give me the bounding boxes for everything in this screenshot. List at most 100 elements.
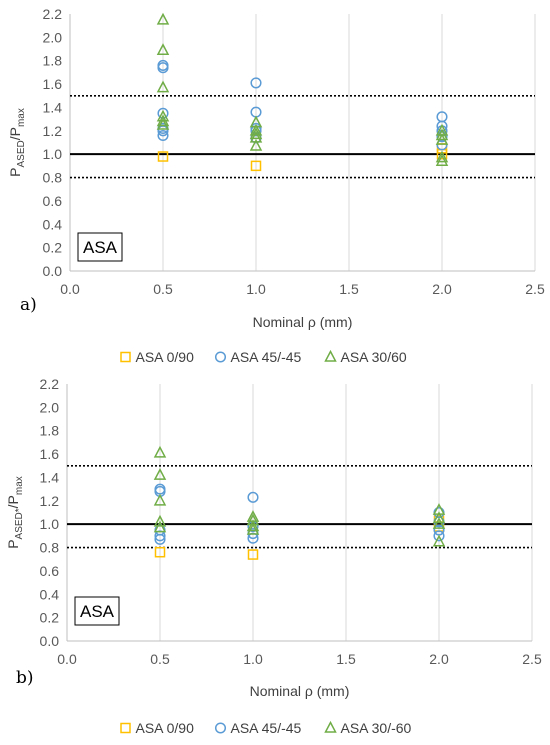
y-axis-title-part: P xyxy=(7,168,23,177)
series-circle xyxy=(157,59,448,151)
legend-marker-circle xyxy=(214,351,227,363)
x-tick-label: 0.0 xyxy=(60,281,80,297)
series-triangle xyxy=(156,12,449,166)
inset-label: ASA xyxy=(80,602,115,621)
series-square xyxy=(157,143,448,172)
legend-entry-label: ASA 0/90 xyxy=(136,349,195,365)
y-tick-label: 0.8 xyxy=(40,540,60,556)
data-point-triangle xyxy=(156,43,170,55)
data-point-triangle xyxy=(432,517,446,529)
y-axis-title: PASED/Pmax xyxy=(7,108,27,177)
y-tick-label: 0.2 xyxy=(40,610,60,626)
y-tick-label: 1.4 xyxy=(40,469,60,485)
legend-marker-triangle xyxy=(324,349,337,362)
data-point-circle xyxy=(433,530,445,542)
data-point-triangle xyxy=(249,127,263,140)
y-tick-label: 2.2 xyxy=(40,376,60,392)
data-point-triangle xyxy=(249,138,263,151)
y-tick-label: 1.2 xyxy=(40,493,60,509)
data-point-triangle xyxy=(156,12,170,25)
legend-entry-label: ASA 45/-45 xyxy=(231,720,302,736)
data-point-triangle xyxy=(156,117,170,130)
y-axis-title-part: /P xyxy=(5,495,21,508)
y-tick-label: 2.2 xyxy=(43,6,63,22)
data-point-circle xyxy=(250,77,262,89)
legend-entry-label: ASA 45/-45 xyxy=(231,349,302,365)
data-point-triangle xyxy=(153,493,167,506)
data-point-circle xyxy=(436,131,448,143)
y-tick-label: 1.6 xyxy=(40,446,60,462)
inset-label-box xyxy=(77,232,123,262)
x-tick-label: 1.5 xyxy=(336,651,356,667)
y-tick-label: 1.8 xyxy=(40,423,60,439)
y-tick-label: 0.0 xyxy=(43,263,63,279)
data-point-circle xyxy=(154,533,166,545)
y-axis-title-subscript: max xyxy=(14,476,25,495)
data-point-triangle xyxy=(435,128,449,141)
data-point-triangle xyxy=(153,514,167,527)
y-tick-label: 0.6 xyxy=(43,193,63,209)
panel-label: a) xyxy=(20,295,37,315)
data-point-triangle xyxy=(153,468,167,480)
y-tick-label: 0.8 xyxy=(43,170,63,186)
y-tick-label: 2.0 xyxy=(43,29,63,45)
legend-marker-square xyxy=(120,722,131,734)
data-point-triangle xyxy=(156,114,170,127)
data-point-circle xyxy=(247,491,259,503)
data-point-triangle xyxy=(153,445,167,458)
inset-label: ASA xyxy=(83,238,118,257)
x-tick-label: 1.0 xyxy=(246,281,266,297)
series-circle xyxy=(154,483,445,545)
x-tick-label: 2.5 xyxy=(522,651,542,667)
x-tick-label: 0.5 xyxy=(153,281,173,297)
y-axis-title-subscript: max xyxy=(16,108,27,127)
y-axis-title-part: P xyxy=(5,539,21,548)
y-tick-label: 0.0 xyxy=(40,633,60,649)
data-point-triangle xyxy=(156,80,170,93)
y-tick-label: 1.8 xyxy=(43,53,63,69)
data-point-triangle xyxy=(432,534,446,547)
x-tick-label: 0.5 xyxy=(150,651,170,667)
y-tick-label: 2.0 xyxy=(40,399,60,415)
panel-label: b) xyxy=(16,668,34,688)
x-tick-label: 2.0 xyxy=(432,281,452,297)
y-tick-label: 1.4 xyxy=(43,99,63,115)
legend-marker-triangle xyxy=(324,720,337,733)
data-point-square xyxy=(157,151,169,162)
chart-panel-1: 0.0 0.2 0.4 0.6 0.8 1.0 1.2 1.4 1.6 1.8 2.0 2.2 0.0 0… xyxy=(7,6,545,365)
y-tick-label: 0.4 xyxy=(40,586,60,602)
data-point-circle xyxy=(157,129,169,142)
x-tick-label: 1.5 xyxy=(339,281,359,297)
series-square xyxy=(154,515,445,560)
x-tick-label: 2.5 xyxy=(525,281,545,297)
data-point-triangle xyxy=(246,519,260,532)
legend-marker-square xyxy=(120,351,131,363)
legend-entry-label: ASA 30/60 xyxy=(341,349,407,365)
x-axis-title: Nominal ρ (mm) xyxy=(253,314,353,330)
x-tick-label: 2.0 xyxy=(429,651,449,667)
data-point-square xyxy=(250,160,262,172)
data-point-circle xyxy=(157,62,169,74)
y-axis-title-subscript: ASED* xyxy=(14,508,25,539)
inset-label-box xyxy=(74,596,120,626)
legend-marker-circle xyxy=(214,722,227,734)
legend: ASA 0/90 ASA 45/-45 ASA 30/-60 xyxy=(120,720,412,736)
x-axis-title: Nominal ρ (mm) xyxy=(250,683,350,699)
data-point-triangle xyxy=(249,123,263,136)
data-point-triangle xyxy=(435,133,449,145)
y-tick-label: 0.2 xyxy=(43,240,63,256)
legend-entry-label: ASA 0/90 xyxy=(136,720,195,736)
data-point-triangle xyxy=(432,511,446,524)
y-tick-label: 1.0 xyxy=(40,516,60,532)
data-point-triangle xyxy=(435,154,449,166)
data-point-triangle xyxy=(246,522,260,535)
data-point-triangle xyxy=(435,150,449,163)
legend-entry-label: ASA 30/-60 xyxy=(341,720,412,736)
data-point-triangle xyxy=(153,520,167,533)
legend: ASA 0/90 ASA 45/-45 ASA 30/60 xyxy=(120,349,407,365)
y-tick-label: 1.0 xyxy=(43,146,63,162)
series-triangle xyxy=(153,445,446,547)
y-tick-label: 0.6 xyxy=(40,563,60,579)
data-point-square xyxy=(154,546,166,558)
y-axis-title: PASED*/Pmax xyxy=(5,476,25,549)
